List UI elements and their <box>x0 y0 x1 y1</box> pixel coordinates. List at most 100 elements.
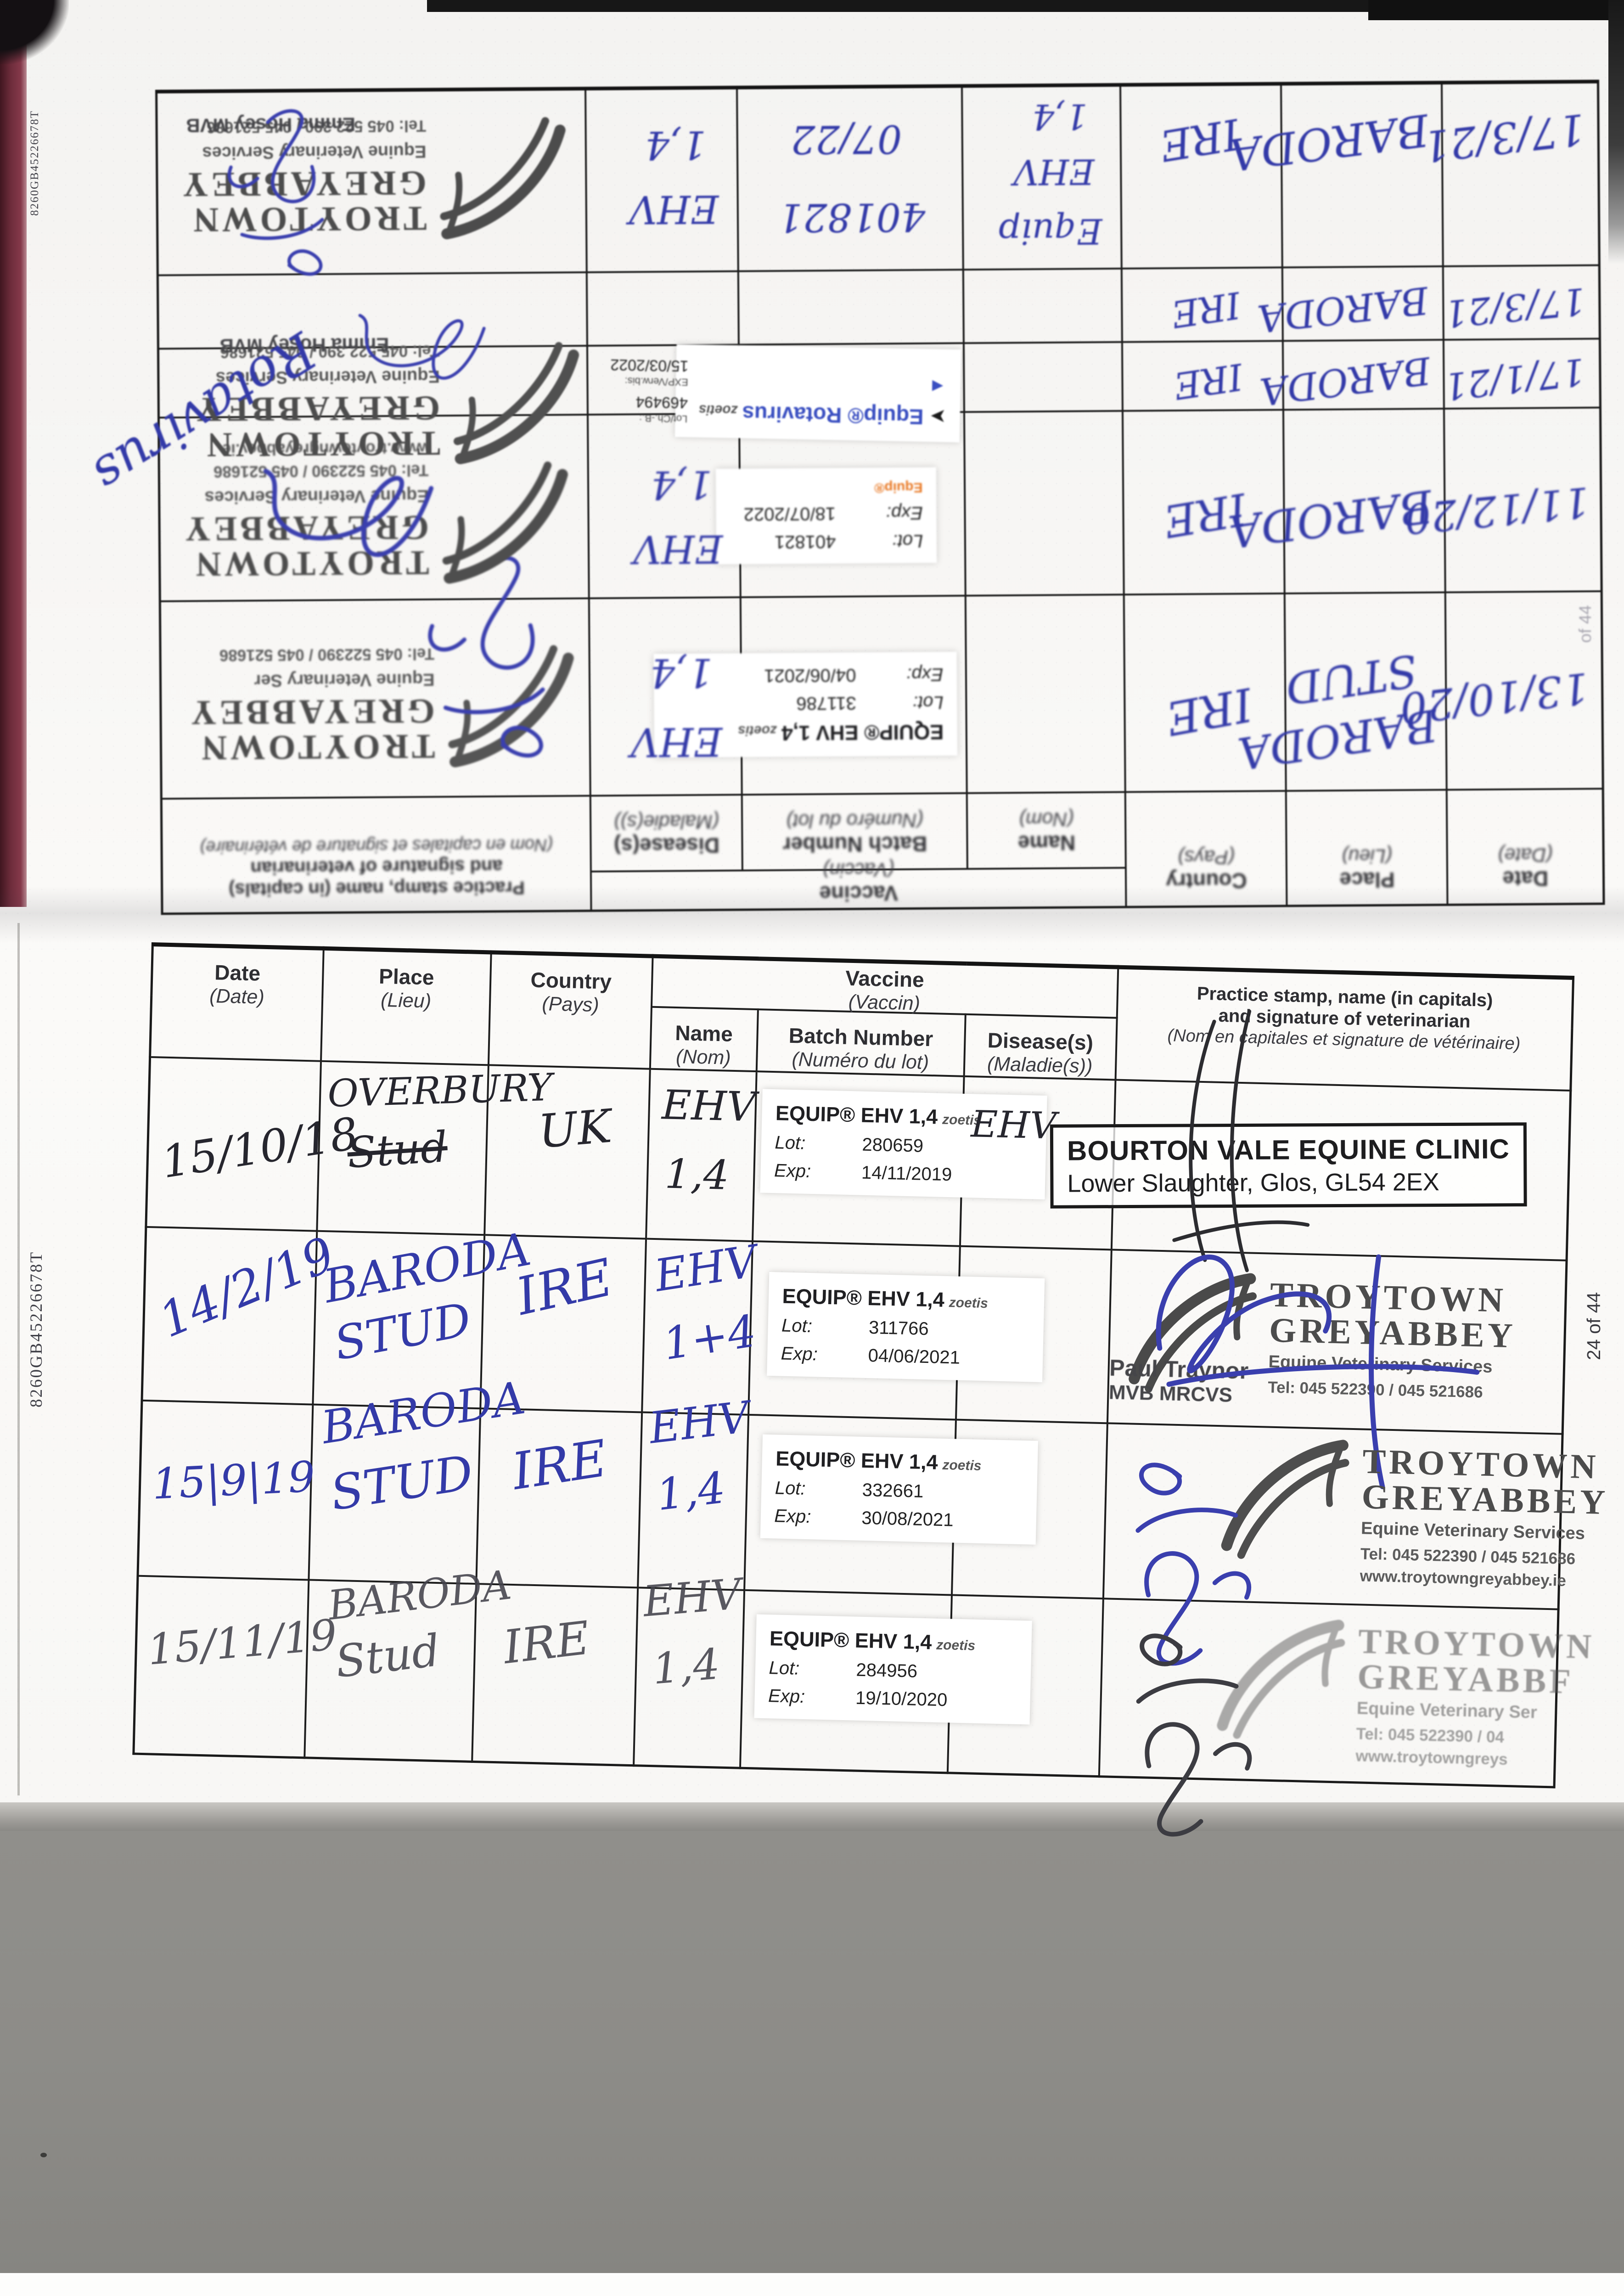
sticker-title: EQUIP® EHV 1,4 <box>775 1446 938 1474</box>
exp-value: 18/07/2022 <box>743 503 836 525</box>
disease-entry2: 1,4 <box>651 462 713 508</box>
date-entry: 17/3/21 <box>1442 280 1588 336</box>
col-date-label-fr: (Date) <box>209 985 265 1009</box>
exp-value: 15/03/2022 <box>610 356 689 376</box>
batch-entry2: 07/22 <box>790 116 902 163</box>
table-row: 17/3/21 BARODA IRE Equip EHV 1,4 401821 … <box>156 82 1600 276</box>
page-fold-shadow <box>0 886 1624 946</box>
col-place-label: Place <box>1339 867 1395 892</box>
col-date-label: Date <box>214 960 261 985</box>
col-name-label-fr: (Nom) <box>675 1045 731 1069</box>
table-row: 17/3/21 BARODA IRE ➤ Equip® Rotaviruszoet… <box>83 265 1600 505</box>
country-entry: IRE <box>508 1428 611 1501</box>
col-disease-label: Disease(s) <box>613 833 720 859</box>
vaccination-table-inverted: Date (Date) Place (Lieu) Country (Pays) Vac… <box>83 80 1605 915</box>
sticker-title: EQUIP® EHV 1,4 <box>775 1101 938 1128</box>
vaccine-name-entry: EHV <box>661 1080 757 1131</box>
vaccine-name-entry: EHV <box>651 1235 760 1302</box>
page-number-bottom: 24 of 44 <box>1583 1292 1604 1360</box>
lot-label: Lot: <box>892 531 923 551</box>
stamp-line: www.troytowngreyabbey.ie <box>1360 1566 1567 1590</box>
stamp-line: GREYABBEY <box>1361 1477 1609 1522</box>
sticker-title: Equip® Rotavirus <box>742 401 924 430</box>
vaccine-sticker-small: Lot: 401821 Exp: 18/07/2022 Equip® <box>716 467 937 565</box>
passport-code-top: 8260GB45226678T <box>28 110 41 216</box>
col-date-label: Date <box>1502 867 1549 891</box>
page-edge-line <box>17 923 20 1795</box>
col-vet-label: Practice stamp, name (in capitals) <box>228 877 525 900</box>
facing-page-table: Date (Date) Place (Lieu) Country (Pays) Vac… <box>83 80 1605 915</box>
sticker-title: EQUIP® EHV 1,4 <box>782 1284 945 1311</box>
vaccine-name-entry: Equip <box>998 211 1103 253</box>
table-row: 15/11/19 BARODA Stud IRE EHV 1,4 EQUIP® EH… <box>133 1561 1595 1787</box>
disease-entry: EHV <box>970 1102 1057 1148</box>
col-disease-label-fr: (Maladie(s)) <box>613 810 719 833</box>
exp-value: 14/11/2019 <box>861 1162 952 1185</box>
col-country-label-fr: (Pays) <box>1177 845 1235 868</box>
exp-label: Exp: <box>774 1160 811 1182</box>
exp-label: EXP/Verw.bis: <box>624 375 689 388</box>
signature-icon <box>349 593 562 778</box>
place-entry2: STUD <box>326 1444 477 1521</box>
book-spine <box>0 0 27 907</box>
col-batch-label-fr: (Numéro du lot) <box>791 1048 929 1074</box>
place-entry2: Stud <box>345 1122 449 1178</box>
col-name-label: Name <box>1017 831 1076 855</box>
exp-label: Exp: <box>774 1505 811 1527</box>
vaccine-name-entry: EHV <box>641 1569 743 1626</box>
place-entry2: STUD <box>1282 644 1421 715</box>
exp-value: 19/10/2020 <box>855 1688 948 1710</box>
country-entry: IRE <box>1157 109 1243 171</box>
vet-name-stamp: Emma Hosey MVB <box>186 113 356 137</box>
scanner-background-band <box>0 1802 1624 1831</box>
disease-entry2: 1,4 <box>645 122 707 168</box>
scan-corner-shadow <box>0 0 69 64</box>
col-batch-label-fr: (Numéro du lot) <box>786 809 924 833</box>
lot-label: Lot: <box>775 1132 806 1154</box>
col-batch-label: Batch Number <box>782 832 927 857</box>
lot-value: 401821 <box>774 531 836 552</box>
sticker-title: EQUIP® EHV 1,4 <box>769 1626 932 1654</box>
vaccine-name-entry2: 1,4 <box>664 1149 730 1199</box>
scanner-background <box>0 1831 1624 2273</box>
scan-edge-right <box>1608 0 1624 264</box>
rotavirus-sticker: ➤ Equip® Rotaviruszoetis ◄ Lot/Ch.-B.: 46… <box>610 344 962 443</box>
equip-brand-orange: Equip® <box>874 480 923 496</box>
vaccine-name-entry3: 1,4 <box>1032 96 1088 138</box>
troytown-logo-icon <box>438 116 568 241</box>
col-country-label: Country <box>1166 868 1247 894</box>
lot-value: 280659 <box>862 1134 924 1156</box>
exp-label: Exp: <box>906 664 944 685</box>
date-entry: 15|9|19 <box>151 1452 316 1509</box>
vaccine-name-entry2: 1,4 <box>653 1463 728 1520</box>
lot-label: Lot/Ch.-B.: <box>639 412 688 425</box>
vaccination-record-table: Date (Date) Place (Lieu) Country (Pays) Vac… <box>132 942 1609 1788</box>
scan-edge-top-right <box>1368 0 1624 20</box>
country-entry: IRE <box>1162 677 1257 746</box>
country-entry: UK <box>536 1099 613 1159</box>
batch-entry: 401821 <box>778 194 926 241</box>
disease-entry: EHV <box>629 186 719 232</box>
vaccine-name-entry: EHV <box>646 1392 752 1454</box>
date-entry: 14/2/19 <box>151 1226 343 1349</box>
exp-value: 30/08/2021 <box>861 1508 954 1530</box>
col-country-label: Country <box>530 968 612 994</box>
scan-bottom-strip <box>0 2273 1624 2296</box>
stamp-line: Tel: 045 522390 / 04 <box>1356 1724 1505 1746</box>
exp-label: Exp: <box>886 503 923 523</box>
disease-entry: EHV <box>630 718 723 765</box>
place-entry: BARODA <box>1258 348 1433 414</box>
country-entry: IRE <box>511 1247 618 1327</box>
exp-value: 04/06/2021 <box>868 1345 961 1368</box>
vaccine-name-entry2: 1+4 <box>659 1305 759 1370</box>
date-entry: 17/3/21 <box>1420 104 1588 171</box>
country-entry: IRE <box>1171 355 1246 408</box>
signature-icon <box>1116 1614 1305 1857</box>
col-country-label-fr: (Pays) <box>541 993 600 1017</box>
stamp-line: Equine Veterinary Services <box>1360 1518 1585 1543</box>
exp-label: Exp: <box>781 1343 818 1364</box>
col-vet-label2: and signature of veterinarian <box>250 856 503 878</box>
stamp-line: Equine Veterinary Ser <box>1356 1698 1538 1722</box>
country-entry: IRE <box>1169 283 1243 336</box>
